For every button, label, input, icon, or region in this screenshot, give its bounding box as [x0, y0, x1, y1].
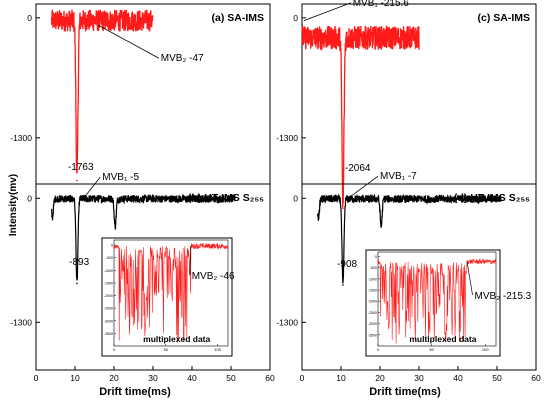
panel-title: (a) SA-IMS	[212, 12, 265, 24]
inset-annotation-label: MVB₂ -215.3	[475, 291, 532, 302]
inset-x-tick-label: 100	[214, 347, 221, 352]
y-tick-label: 0	[293, 13, 298, 23]
inset-x-tick-label: 0	[377, 347, 380, 352]
peak-point	[51, 216, 54, 219]
peak-point	[114, 226, 116, 228]
x-tick-label: 10	[70, 373, 80, 383]
inset-y-tick-label: -2000	[368, 300, 377, 304]
annotation-leader	[303, 2, 351, 21]
annotation-label: MVB₁ -7	[380, 171, 417, 182]
peak-point	[380, 226, 382, 228]
panels: 0 -1300 MVB₂ -47 -1763 (a) SA-IMS 0 -1300 0 10 20…	[10, 0, 541, 383]
annotation-label: -908	[337, 259, 357, 270]
x-tick-label: 0	[300, 373, 305, 383]
x-tick-label: 60	[265, 373, 275, 383]
annotation-leader	[98, 24, 159, 59]
x-tick-label: 20	[109, 373, 119, 383]
inset-y-tick-label: -2500	[368, 311, 377, 315]
inset-series-line	[113, 242, 228, 343]
x-tick-label: 30	[148, 373, 158, 383]
annotation-leader	[346, 175, 379, 200]
panel-a: 0 -1300 MVB₂ -47 -1763 (a) SA-IMS	[10, 3, 271, 185]
x-tick-label: 60	[531, 373, 541, 383]
inset-note: multiplexed data	[143, 334, 210, 344]
inset-plot-area	[377, 251, 497, 347]
x-tick-label: 50	[226, 373, 236, 383]
y-tick-label: -1300	[10, 317, 32, 327]
inset-d: 0 -500 -1000 -1500 -2000 -2500 -3000 -3500 0 50 10…	[365, 249, 532, 357]
inset-annotation-leader	[466, 261, 473, 296]
y-tick-label: -1300	[276, 317, 298, 327]
y-tick-label: -1300	[276, 133, 298, 143]
inset-y-tick-label: -2500	[104, 307, 113, 311]
inset-y-tick-label: 0	[375, 255, 377, 259]
x-tick-label: 40	[187, 373, 197, 383]
peak-point	[342, 207, 344, 210]
inset-y-tick-label: 0	[111, 244, 113, 248]
y-tick-label: -1300	[10, 133, 32, 143]
x-tick-label: 10	[336, 373, 346, 383]
inset-annotation-leader	[189, 246, 192, 276]
inset-y-tick-label: -3500	[104, 332, 113, 336]
annotation-label: -2064	[345, 163, 371, 174]
annotation-label: MVB₂ -47	[161, 53, 204, 64]
inset-y-tick-label: -500	[370, 266, 377, 270]
peak-point	[76, 282, 78, 285]
y-tick-label: 0	[27, 13, 32, 23]
inset-y-tick-label: -1500	[368, 289, 377, 293]
panel-title: (d) HT-IMS S₂₅₅	[454, 192, 530, 204]
series-line	[51, 193, 236, 281]
inset-x-tick-label: 100	[482, 347, 489, 352]
annotation-leader	[82, 176, 101, 200]
inset-note: multiplexed data	[409, 334, 476, 344]
inset-x-tick-label: 50	[429, 347, 434, 352]
annotation-label: -893	[69, 257, 89, 268]
inset-x-tick-label: 50	[164, 347, 169, 352]
panel-a-frame	[35, 3, 271, 185]
peak-point	[317, 216, 320, 219]
series-line	[50, 9, 154, 174]
y-axis-label: Intensity(mv)	[8, 174, 19, 236]
y-tick-label: 0	[27, 193, 32, 203]
inset-plot-area	[113, 239, 229, 347]
inset-y-tick-label: -3000	[368, 322, 377, 326]
inset-b: 0 -500 -1000 -1500 -2000 -2500 -3000 -3500 0 50 10…	[101, 237, 235, 357]
inset-y-tick-label: -1000	[104, 269, 113, 273]
panel-c: 0 -1300 MVB₁ -215.6 -2064 (c) SA-IMS	[276, 0, 537, 210]
x-tick-label: 20	[375, 373, 385, 383]
panel-title: (b) HT-IMS S₂₅₅	[188, 192, 264, 204]
inset-y-tick-label: -1500	[104, 281, 113, 285]
inset-annotation-label: MVB₂ -46	[192, 271, 235, 282]
inset-y-tick-label: -500	[106, 256, 113, 260]
annotation-label: -1763	[68, 162, 94, 173]
x-tick-label: 50	[492, 373, 502, 383]
x-axis-label-right: Drift time(ms)	[369, 386, 441, 398]
x-tick-label: 0	[34, 373, 39, 383]
inset-y-tick-label: -3500	[368, 333, 377, 337]
panel-b: 0 -1300 0 10 20 30 40 50 60 MVB₁ -5 -893 (b) HT-IMS…	[10, 172, 275, 383]
x-tick-label: 40	[453, 373, 463, 383]
panel-d: 0 -1300 0 10 20 30 40 50 60 MVB₁ -7 -908 (d) HT-IMS…	[276, 171, 541, 383]
y-tick-label: 0	[293, 193, 298, 203]
x-axis-label-left: Drift time(ms)	[99, 386, 171, 398]
series-line	[301, 24, 420, 208]
peak-point	[342, 284, 344, 286]
panel-title: (c) SA-IMS	[478, 12, 531, 24]
inset-series-line	[377, 258, 496, 344]
annotation-label: MVB₁ -5	[102, 172, 139, 183]
inset-x-tick-label: 0	[113, 347, 116, 352]
peak-point	[76, 179, 78, 182]
x-tick-label: 30	[414, 373, 424, 383]
inset-y-tick-label: -3000	[104, 319, 113, 323]
series-line	[317, 193, 502, 284]
annotation-label: MVB₁ -215.6	[353, 0, 410, 9]
inset-y-tick-label: -1000	[368, 277, 377, 281]
inset-y-tick-label: -2000	[104, 294, 113, 298]
